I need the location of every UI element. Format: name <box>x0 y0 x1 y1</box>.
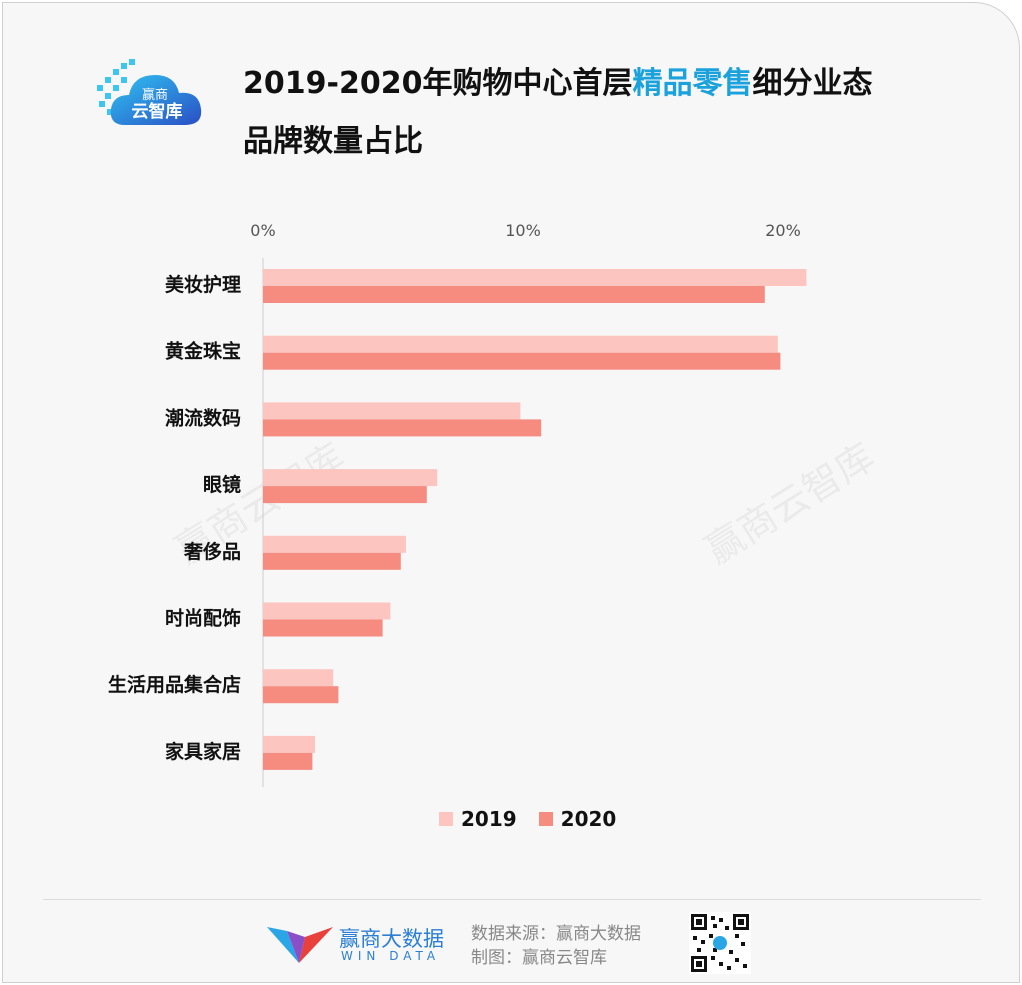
logo-text-bottom: 云智库 <box>132 101 183 122</box>
legend-label-2020: 2020 <box>560 807 617 831</box>
qr-code-icon <box>689 912 751 974</box>
bar-2020 <box>263 552 401 570</box>
bar-2020 <box>263 286 765 303</box>
bar-2019 <box>263 469 438 487</box>
legend-label-2019: 2019 <box>461 807 517 831</box>
legend-swatch-2019 <box>439 812 453 826</box>
footer-source: 数据来源：赢商大数据 制图：赢商云智库 <box>471 922 641 970</box>
bar-2020 <box>263 352 781 370</box>
bar-2020 <box>263 752 313 770</box>
footer-brand-sub: WIN DATA <box>341 949 441 963</box>
bar-2019 <box>263 669 334 687</box>
bar-2019 <box>263 335 778 353</box>
win-data-logo-icon <box>267 927 333 963</box>
bar-2020 <box>263 486 427 504</box>
bar-2019 <box>263 402 521 420</box>
footer-divider <box>43 899 981 900</box>
legend: 2019 2020 <box>439 807 616 831</box>
title-highlight: 精品零售 <box>632 66 753 101</box>
category-label: 眼镜 <box>203 473 241 496</box>
footer-brand-name: 赢商大数据 <box>339 927 444 951</box>
page-title: 2019-2020年购物中心首层精品零售细分业态 品牌数量占比 <box>243 55 943 171</box>
bar-2019 <box>263 535 406 553</box>
category-label: 时尚配饰 <box>165 607 241 630</box>
category-label: 生活用品集合店 <box>108 673 241 696</box>
bar-2019 <box>263 602 391 620</box>
category-label: 家具家居 <box>165 740 241 763</box>
category-label: 美妆护理 <box>165 273 241 296</box>
title-prefix: 2019-2020年购物中心首层 <box>243 66 633 101</box>
bar-2019 <box>263 269 807 286</box>
x-tick-label: 0% <box>250 221 275 240</box>
cloud-logo-icon: 赢商 云智库 <box>97 59 202 125</box>
title-line-2: 品牌数量占比 <box>243 124 423 159</box>
legend-item-2019: 2019 <box>439 807 517 831</box>
bar-2020 <box>263 419 542 437</box>
category-label: 黄金珠宝 <box>165 340 241 363</box>
bar-2019 <box>263 735 315 753</box>
bar-2020 <box>263 619 383 637</box>
logo-text-top: 赢商 <box>142 87 168 103</box>
x-tick-label: 10% <box>505 221 541 240</box>
x-tick-label: 20% <box>765 221 801 240</box>
made-by-line: 制图：赢商云智库 <box>471 948 607 968</box>
category-label: 潮流数码 <box>165 406 241 429</box>
bar-2020 <box>263 686 339 704</box>
category-label: 奢侈品 <box>183 540 241 563</box>
title-suffix: 细分业态 <box>752 66 873 101</box>
source-line: 数据来源：赢商大数据 <box>471 924 641 944</box>
legend-item-2020: 2020 <box>538 807 617 831</box>
legend-swatch-2020 <box>538 812 553 826</box>
